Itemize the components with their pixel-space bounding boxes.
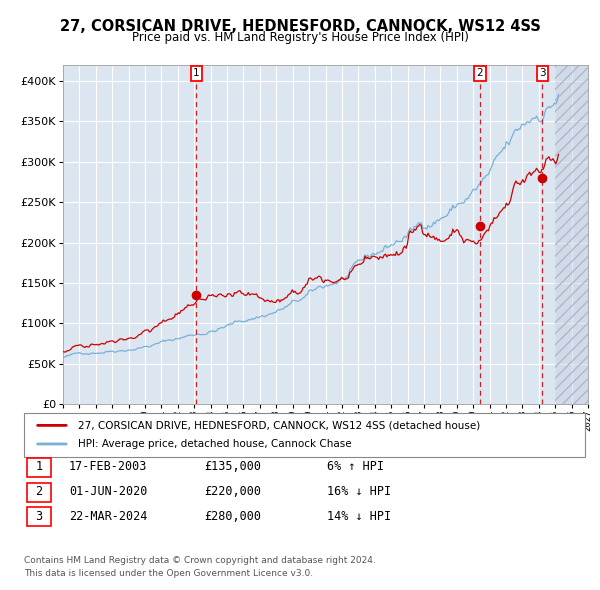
Text: 27, CORSICAN DRIVE, HEDNESFORD, CANNOCK, WS12 4SS (detached house): 27, CORSICAN DRIVE, HEDNESFORD, CANNOCK,… <box>78 421 480 430</box>
Text: This data is licensed under the Open Government Licence v3.0.: This data is licensed under the Open Gov… <box>24 569 313 578</box>
Text: Contains HM Land Registry data © Crown copyright and database right 2024.: Contains HM Land Registry data © Crown c… <box>24 556 376 565</box>
Text: 2: 2 <box>35 485 43 498</box>
Text: 17-FEB-2003: 17-FEB-2003 <box>69 460 148 473</box>
Text: 16% ↓ HPI: 16% ↓ HPI <box>327 485 391 498</box>
Text: 01-JUN-2020: 01-JUN-2020 <box>69 485 148 498</box>
Text: 22-MAR-2024: 22-MAR-2024 <box>69 510 148 523</box>
Bar <box>555 65 588 404</box>
Text: 1: 1 <box>193 68 200 78</box>
Text: 6% ↑ HPI: 6% ↑ HPI <box>327 460 384 473</box>
Text: £220,000: £220,000 <box>204 485 261 498</box>
Bar <box>555 65 588 404</box>
Text: 14% ↓ HPI: 14% ↓ HPI <box>327 510 391 523</box>
Text: 1: 1 <box>35 460 43 473</box>
Text: £135,000: £135,000 <box>204 460 261 473</box>
Text: Price paid vs. HM Land Registry's House Price Index (HPI): Price paid vs. HM Land Registry's House … <box>131 31 469 44</box>
Text: £280,000: £280,000 <box>204 510 261 523</box>
Text: 27, CORSICAN DRIVE, HEDNESFORD, CANNOCK, WS12 4SS: 27, CORSICAN DRIVE, HEDNESFORD, CANNOCK,… <box>59 19 541 34</box>
Text: 2: 2 <box>477 68 484 78</box>
Text: HPI: Average price, detached house, Cannock Chase: HPI: Average price, detached house, Cann… <box>78 439 352 449</box>
Text: 3: 3 <box>539 68 546 78</box>
Text: 3: 3 <box>35 510 43 523</box>
